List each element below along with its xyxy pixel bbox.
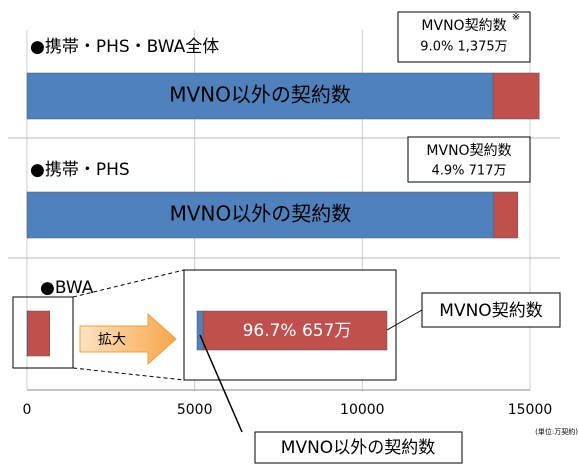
callout-box	[407, 136, 531, 183]
callout-value: 4.9% 717万	[432, 164, 507, 179]
callout-title: MVNO以外の契約数	[281, 438, 435, 458]
callout-title: MVNO契約数	[421, 18, 506, 34]
callout-value: 9.0% 1,375万	[420, 40, 507, 55]
unit-label: (単位:万契約)	[535, 427, 578, 436]
category-label: ●携帯・PHS	[30, 160, 130, 180]
inset-bar-segment	[196, 310, 204, 351]
x-tick-label: 10000	[340, 402, 385, 418]
bar-label: MVNO以外の契約数	[169, 83, 351, 107]
callout-box	[421, 292, 561, 328]
footnote-mark: ※	[512, 12, 520, 23]
x-tick-label: 15000	[508, 402, 553, 418]
category-label: ●BWA	[40, 278, 94, 298]
inset	[196, 310, 388, 351]
x-tick-label: 0	[23, 402, 32, 418]
zoom-line	[72, 269, 185, 298]
bar-segment	[492, 72, 540, 120]
inset-label: 96.7% 657万	[243, 321, 352, 341]
category-label: ●携帯・PHS・BWA全体	[30, 37, 219, 57]
arrow-label: 拡大	[98, 332, 126, 348]
callout-box	[254, 431, 463, 464]
bar-segment	[26, 191, 495, 239]
bar-segment	[26, 72, 494, 120]
callout-line	[199, 334, 243, 433]
bar-segment	[27, 310, 51, 357]
zoom-arrow	[79, 312, 177, 366]
x-tick-label: 5000	[177, 402, 213, 418]
zoom-source-box	[12, 296, 74, 369]
zoom-line	[72, 367, 185, 381]
marks: MVNO以外の契約数 MVNO以外の契約数	[26, 72, 540, 357]
callout-box	[397, 11, 531, 63]
callout-title: MVNO契約数	[426, 143, 511, 159]
bar-segment	[493, 191, 519, 239]
callout-title: MVNO契約数	[439, 301, 542, 321]
callout-line	[386, 309, 423, 331]
bar-label: MVNO以外の契約数	[170, 202, 352, 226]
inset-bar-segment	[202, 310, 388, 351]
